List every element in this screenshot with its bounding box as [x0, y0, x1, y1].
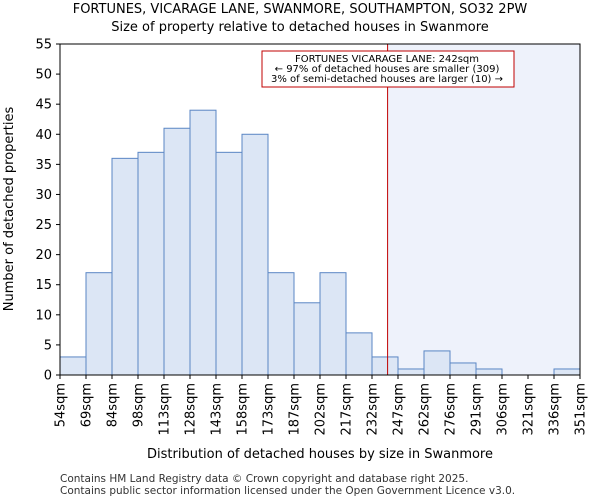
- x-tick-label: 113sqm: [158, 383, 173, 436]
- bar: [189, 109, 217, 376]
- y-tick-label: 10: [35, 308, 52, 323]
- bar: [241, 133, 269, 376]
- bar: [423, 350, 451, 376]
- footer-line-2: Contains public sector information licen…: [60, 485, 515, 497]
- x-tick-label: 84sqm: [106, 383, 121, 427]
- bar: [267, 272, 295, 376]
- y-tick-label: 50: [35, 68, 52, 83]
- bar: [345, 332, 373, 376]
- y-tick-label: 20: [35, 248, 52, 263]
- x-tick-label: 173sqm: [262, 383, 277, 436]
- y-axis-label: Number of detached properties: [2, 107, 17, 312]
- x-tick-label: 232sqm: [366, 383, 381, 436]
- bar: [215, 151, 243, 376]
- x-tick-label: 321sqm: [522, 383, 537, 436]
- bar: [449, 362, 477, 376]
- bar: [553, 368, 581, 376]
- y-tick-label: 55: [35, 38, 52, 53]
- x-tick-label: 351sqm: [574, 383, 589, 436]
- x-tick-label: 336sqm: [548, 383, 563, 436]
- x-tick-label: 69sqm: [80, 383, 95, 427]
- plot-frame: [59, 43, 581, 376]
- bar: [163, 127, 191, 376]
- x-tick-label: 262sqm: [418, 383, 433, 436]
- x-tick-label: 158sqm: [236, 383, 251, 436]
- bar: [319, 272, 347, 376]
- x-tick-label: 187sqm: [288, 383, 303, 436]
- x-tick-label: 291sqm: [470, 383, 485, 436]
- annotation-line-3: 3% of semi-detached houses are larger (1…: [271, 74, 503, 85]
- bar: [397, 368, 425, 376]
- x-tick-label: 306sqm: [496, 383, 511, 436]
- y-tick-label: 15: [35, 278, 52, 293]
- chart-title: FORTUNES, VICARAGE LANE, SWANMORE, SOUTH…: [73, 2, 528, 17]
- x-tick-label: 128sqm: [184, 383, 199, 436]
- y-tick-label: 30: [35, 188, 52, 203]
- y-tick-label: 5: [44, 338, 52, 353]
- y-tick-label: 35: [35, 158, 52, 173]
- bars: [59, 109, 581, 376]
- bar: [111, 157, 139, 376]
- bar: [59, 356, 87, 376]
- annotation-box: FORTUNES VICARAGE LANE: 242sqm ← 97% of …: [261, 50, 515, 88]
- y-tick-label: 45: [35, 98, 52, 113]
- bar: [137, 151, 165, 376]
- y-tick-label: 40: [35, 128, 52, 143]
- x-axis-label: Distribution of detached houses by size …: [147, 447, 493, 462]
- bar: [293, 302, 321, 376]
- chart-subtitle: Size of property relative to detached ho…: [111, 20, 489, 35]
- x-tick-label: 276sqm: [444, 383, 459, 436]
- y-axis: 0 5 10 15 20 25 30 35 40 45 50 55: [35, 38, 60, 384]
- annotation-line-2: ← 97% of detached houses are smaller (30…: [275, 64, 500, 75]
- x-tick-label: 202sqm: [314, 383, 329, 436]
- y-tick-label: 25: [35, 218, 52, 233]
- annotation-box-border: [261, 50, 515, 88]
- x-tick-label: 217sqm: [340, 383, 355, 436]
- footer-line-1: Contains HM Land Registry data © Crown c…: [60, 473, 468, 485]
- bar: [475, 368, 503, 376]
- highlight-region: [387, 44, 580, 375]
- bar: [85, 272, 113, 376]
- x-tick-label: 54sqm: [54, 383, 69, 427]
- y-tick-label: 0: [44, 369, 52, 384]
- bar: [371, 356, 399, 376]
- x-tick-label: 98sqm: [132, 383, 147, 427]
- x-tick-label: 247sqm: [392, 383, 407, 436]
- x-tick-label: 143sqm: [210, 383, 225, 436]
- annotation-line-1: FORTUNES VICARAGE LANE: 242sqm: [295, 54, 479, 65]
- x-axis: 54sqm 69sqm 84sqm 98sqm 113sqm 128sqm 143sqm 15…: [54, 375, 589, 436]
